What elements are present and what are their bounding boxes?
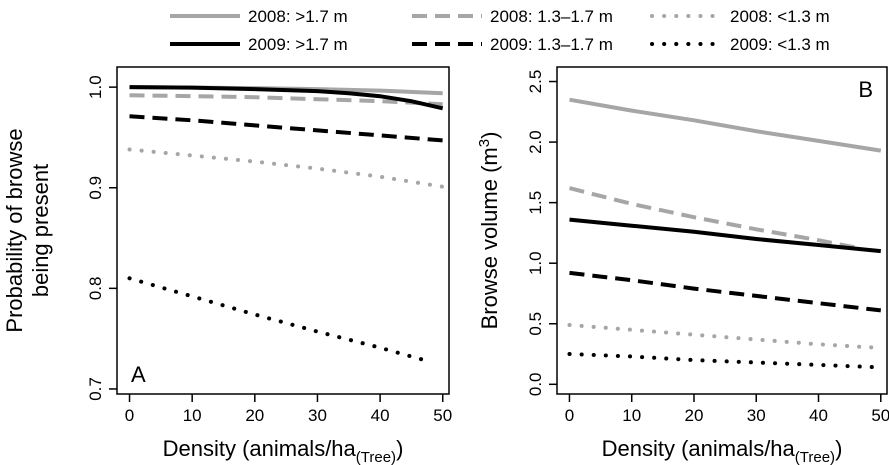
x-tick-label-40: 40 — [371, 406, 390, 425]
x-tick-label-40: 40 — [809, 406, 828, 425]
x-tick-label-30: 30 — [308, 406, 327, 425]
panel-label-a: A — [131, 362, 146, 387]
legend-item-2008-1-3-1-7-m: 2008: 1.3–1.7 m — [412, 7, 613, 26]
y-axis-title-text: Browse volume (m — [477, 147, 502, 329]
y-axis-title-b: Browse volume (m3) — [476, 132, 502, 330]
legend-item-2009-1-3-1-7-m: 2009: 1.3–1.7 m — [412, 35, 613, 54]
legend-label-2008-1-7-m: 2008: >1.7 m — [248, 7, 348, 26]
y-tick-label-0.8: 0.8 — [86, 277, 105, 301]
legend-label-2008-1-3-m: 2008: <1.3 m — [730, 7, 830, 26]
y-tick-label-0.5: 0.5 — [526, 312, 545, 336]
x-tick-label-10: 10 — [183, 406, 202, 425]
x-axis-title-subscript: (Tree) — [356, 449, 396, 465]
series-line-2008-1-7-m — [569, 97, 882, 153]
x-axis-title-text: Density (animals/ha — [602, 436, 796, 461]
y-tick-label-1.5: 1.5 — [526, 191, 545, 215]
y-tick-label-2.0: 2.0 — [526, 130, 545, 154]
legend-label-2009-1-7-m: 2009: >1.7 m — [248, 35, 348, 54]
x-axis-title-text: Density (animals/ha — [163, 436, 357, 461]
x-axis-title-subscript: (Tree) — [795, 449, 835, 465]
y-tick-label-0.7: 0.7 — [86, 377, 105, 401]
series-line-2008-1-3-m — [567, 323, 883, 350]
panel-b-frame — [556, 66, 888, 395]
y-axis-title-superscript: 3 — [476, 139, 493, 147]
legend-item-2009-1-3-m: 2009: <1.3 m — [650, 35, 830, 54]
series-line-2009-1-7-m — [569, 217, 881, 254]
legend-label-2009-1-3-1-7-m: 2009: 1.3–1.7 m — [490, 35, 613, 54]
panel-b: 0 10 20 30 40 50 0.0 0.5 1.0 1.5 2.0 2.5 B Density (a… — [476, 66, 889, 465]
x-tick-label-20: 20 — [685, 406, 704, 425]
legend-item-2009-1-7-m: 2009: >1.7 m — [170, 35, 348, 54]
legend-label-2009-1-3-m: 2009: <1.3 m — [730, 35, 830, 54]
x-axis-title-close: ) — [835, 436, 842, 461]
y-tick-label-0.9: 0.9 — [86, 176, 105, 200]
x-tick-label-50: 50 — [433, 406, 452, 425]
y-axis-title-close: ) — [477, 132, 502, 139]
y-axis-title-line-1: Probability of browse — [2, 128, 27, 332]
y-tick-label-2.5: 2.5 — [526, 70, 545, 94]
x-tick-label-10: 10 — [622, 406, 641, 425]
panel-a: 0 10 20 30 40 50 0.7 0.8 0.9 1.0 A Density (animals… — [2, 66, 452, 465]
x-axis-title-close: ) — [396, 436, 403, 461]
y-tick-label-1.0: 1.0 — [526, 251, 545, 275]
x-tick-label-0: 0 — [565, 406, 574, 425]
x-tick-label-20: 20 — [245, 406, 264, 425]
series-line-2009-1-3-m — [567, 352, 883, 370]
legend: 2008: >1.7 m 2008: 1.3–1.7 m 2008: <1.3 m 2… — [170, 7, 830, 54]
series-line-2009-1-3-1-7-m — [129, 114, 443, 143]
series-line-2008-1-3-1-7-m — [569, 186, 863, 251]
series-line-2008-1-3-1-7-m — [129, 93, 443, 107]
legend-item-2008-1-7-m: 2008: >1.7 m — [170, 7, 348, 26]
y-tick-label-0.0: 0.0 — [526, 372, 545, 396]
series-line-2009-1-3-m — [127, 276, 433, 364]
panel-label-b: B — [858, 77, 873, 102]
x-axis-title-a: Density (animals/ha(Tree)) — [163, 436, 404, 465]
panel-a-frame — [116, 66, 450, 395]
legend-item-2008-1-3-m: 2008: <1.3 m — [650, 7, 830, 26]
x-tick-label-0: 0 — [125, 406, 134, 425]
legend-label-2008-1-3-1-7-m: 2008: 1.3–1.7 m — [490, 7, 613, 26]
y-axis-title-line-2: being present — [28, 164, 53, 297]
y-tick-label-1.0: 1.0 — [86, 75, 105, 99]
x-tick-label-30: 30 — [747, 406, 766, 425]
series-line-2009-1-3-1-7-m — [569, 270, 882, 313]
series-line-2008-1-3-m — [127, 147, 445, 189]
x-tick-label-50: 50 — [871, 406, 889, 425]
x-axis-title-b: Density (animals/ha(Tree)) — [602, 436, 843, 465]
series-line-2009-1-7-m — [129, 85, 444, 111]
